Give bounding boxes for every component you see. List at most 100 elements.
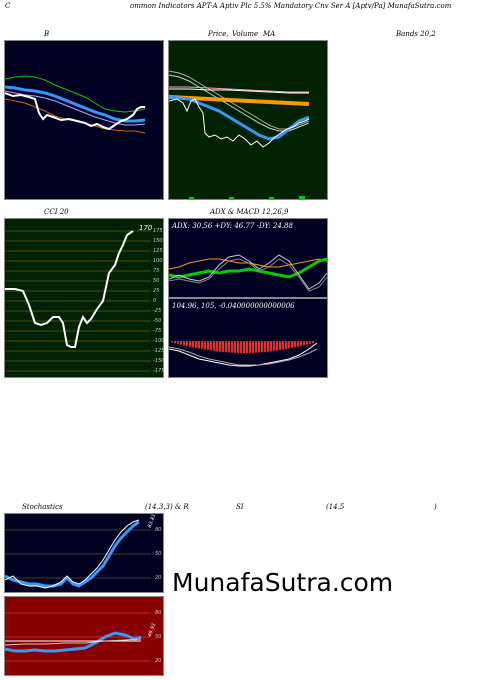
bollinger-upper-band [5, 75, 146, 113]
bollinger-price-line [5, 92, 145, 131]
volume-bar-4 [299, 196, 305, 200]
cci-tick-label: -50 [153, 318, 162, 324]
rsi-label: SI [236, 503, 244, 511]
macd-line-white [169, 342, 318, 367]
macd-histogram-bar [198, 341, 200, 349]
macd-histogram-bar [276, 341, 278, 351]
stochastics-panel: 83.81 80 50 20 [4, 513, 164, 593]
cci-tick-label: 100 [153, 258, 163, 264]
adx-info-text: ADX: 30.56 +DY: 46.77 -DY: 24.88 [172, 222, 293, 230]
macd-chart [169, 341, 318, 367]
bollinger-label-b: B [44, 30, 50, 38]
adx-line-green [169, 257, 328, 279]
macd-histogram-bar [201, 341, 203, 349]
cci-label: CCI 20 [44, 208, 69, 216]
macd-histogram-bar [288, 341, 290, 349]
macd-histogram-bar [213, 341, 215, 351]
ma-line-pink [169, 86, 309, 93]
stochastics-chart [5, 519, 151, 589]
volume-bar-2 [229, 197, 234, 200]
macd-histogram-bar [279, 341, 281, 350]
stoch-tick-label: 20 [155, 575, 162, 581]
cci-tick-label: -150 [153, 358, 165, 364]
macd-histogram-bar [189, 341, 191, 347]
rsi-close-paren: ) [434, 503, 437, 511]
rsi-tick-label: 80 [155, 610, 162, 616]
price-ma-chart [169, 70, 310, 200]
cci-tick-label: 175 [153, 228, 163, 234]
macd-histogram-bar [225, 341, 227, 353]
volume-bar-1 [189, 197, 194, 200]
bands-label: Bands 20,2 [396, 30, 436, 38]
macd-histogram-bar [261, 341, 263, 353]
cci-tick-label: 150 [153, 238, 163, 244]
cci-tick-label: 50 [153, 278, 160, 284]
rsi-params-label: (14,5 [326, 503, 345, 511]
macd-histogram-bar [297, 341, 299, 347]
macd-histogram-bar [231, 341, 233, 353]
macd-histogram-bar [309, 341, 311, 344]
cci-value-label: 170 [139, 224, 153, 232]
macd-histogram-bar [228, 341, 230, 353]
munafasutra-watermark: MunafaSutra.com [172, 568, 394, 597]
stoch-tick-label: 50 [155, 551, 162, 557]
cci-panel: 170 175 150 125 100 75 50 25 0 -25 -50 -75 -100 -125… [4, 218, 164, 378]
macd-histogram-bar [243, 341, 245, 353]
macd-histogram-bar [264, 341, 266, 352]
header-left-label: C [5, 2, 11, 10]
macd-histogram-bar [186, 341, 188, 346]
macd-histogram-bar [180, 341, 182, 345]
cci-tick-label: 0 [153, 298, 157, 304]
macd-histogram-bar [177, 341, 179, 344]
macd-histogram-bar [306, 341, 308, 345]
macd-histogram-bar [249, 341, 251, 353]
macd-histogram-bar [174, 341, 176, 344]
ma-line-grey-1 [169, 70, 310, 130]
macd-histogram-bar [219, 341, 221, 352]
bollinger-middle-band [5, 85, 146, 123]
macd-histogram-bar [273, 341, 275, 351]
rsi-line-blue [5, 631, 142, 653]
rsi-tick-label: 50 [155, 634, 162, 640]
rsi-line-grey [5, 638, 142, 646]
macd-histogram-bar [285, 341, 287, 349]
cci-tick-label: -75 [153, 328, 162, 334]
macd-histogram-bar [237, 341, 239, 353]
macd-histogram-bar [240, 341, 242, 353]
stochastics-k-line [5, 520, 140, 588]
adx-line-white-2 [169, 258, 328, 292]
volume-bar-3 [269, 197, 274, 200]
cci-tick-label: 125 [153, 248, 163, 254]
stochastics-label: Stochastics [22, 503, 63, 511]
cci-tick-label: -175 [153, 368, 165, 374]
price-label: Price, [208, 30, 229, 38]
macd-histogram-bar [207, 341, 209, 350]
adx-macd-label: ADX & MACD 12,26,9 [210, 208, 289, 216]
macd-histogram-bar [246, 341, 248, 353]
stoch-tick-label: 80 [155, 527, 162, 533]
bollinger-ma-line [5, 90, 146, 126]
macd-signal-line [169, 346, 318, 366]
adx-chart [169, 254, 328, 292]
macd-histogram-bar [282, 341, 284, 350]
stochastics-params-label: (14,3,3) & R [145, 503, 189, 511]
macd-histogram-bar [204, 341, 206, 350]
cci-tick-label: -25 [153, 308, 162, 314]
macd-histogram-bar [216, 341, 218, 352]
macd-histogram-bar [294, 341, 296, 348]
cci-tick-label: 75 [153, 268, 160, 274]
bollinger-chart [5, 75, 146, 134]
bollinger-panel [4, 40, 164, 200]
macd-histogram-bar [312, 341, 314, 344]
macd-histogram-bar [258, 341, 260, 353]
header-title: ommon Indicators APT-A Aptiv Plc 5.5% Ma… [130, 2, 452, 10]
cci-tick-label: -125 [153, 348, 165, 354]
stochastics-d-line [5, 519, 140, 589]
macd-histogram-bar [270, 341, 272, 352]
adx-line-white-1 [169, 254, 328, 290]
cci-line [5, 230, 134, 348]
macd-histogram-bar [252, 341, 254, 353]
macd-histogram-bar [303, 341, 305, 346]
macd-histogram-bar [234, 341, 236, 353]
macd-histogram-bar [291, 341, 293, 348]
